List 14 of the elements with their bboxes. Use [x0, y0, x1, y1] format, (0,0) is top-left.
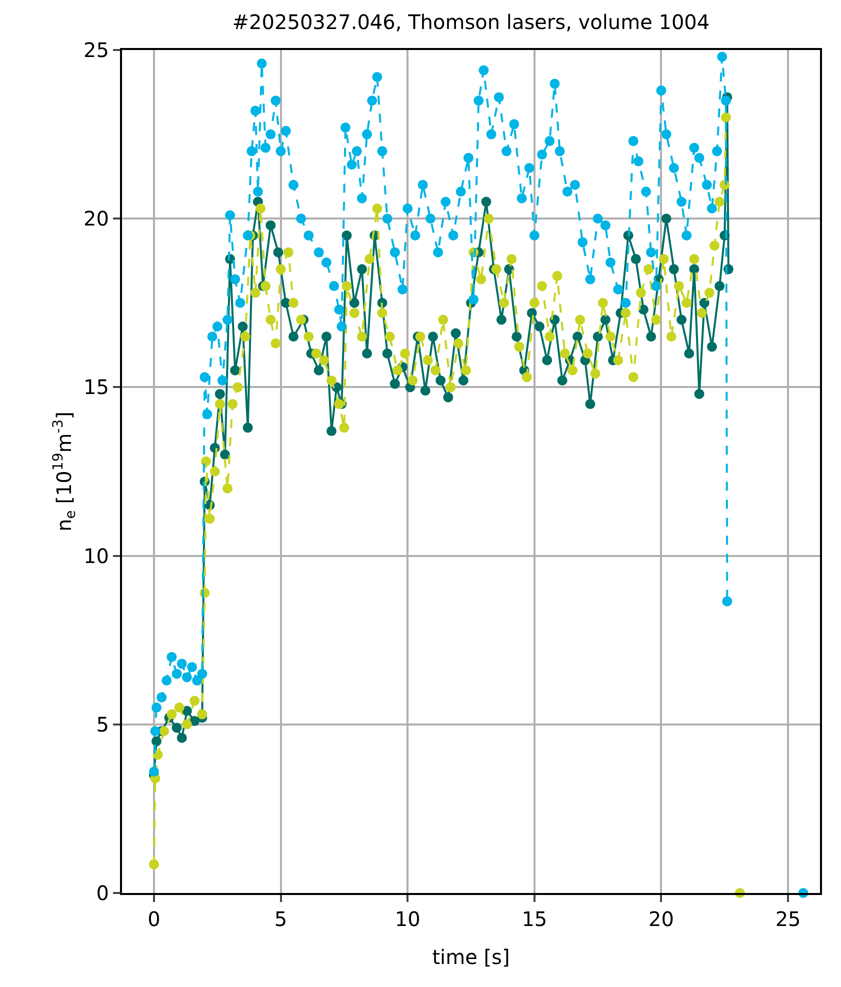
x-tick-label: 0: [148, 907, 160, 931]
y-tick-label: 0: [96, 881, 109, 905]
x-axis-title: time [s]: [432, 945, 510, 969]
y-tick-label: 15: [84, 375, 109, 400]
y-tick-label: 10: [84, 544, 109, 568]
x-tick-label: 5: [274, 907, 288, 931]
x-tick-label: 10: [394, 907, 420, 931]
x-tick-label: 20: [648, 907, 674, 931]
y-tick-label: 20: [84, 206, 109, 231]
chart-title: #20250327.046, Thomson lasers, volume 1004: [232, 10, 710, 34]
x-tick-label: 25: [775, 907, 801, 931]
y-tick-label: 5: [96, 712, 109, 736]
x-tick-label: 15: [522, 907, 548, 931]
y-tick-label: 25: [84, 38, 109, 62]
